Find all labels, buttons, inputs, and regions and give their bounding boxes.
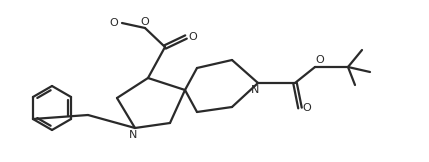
- Text: O: O: [110, 18, 118, 28]
- Text: N: N: [251, 85, 259, 95]
- Text: O: O: [189, 32, 197, 42]
- Text: N: N: [129, 130, 137, 140]
- Text: O: O: [302, 103, 311, 113]
- Text: O: O: [141, 17, 149, 27]
- Text: O: O: [316, 55, 324, 65]
